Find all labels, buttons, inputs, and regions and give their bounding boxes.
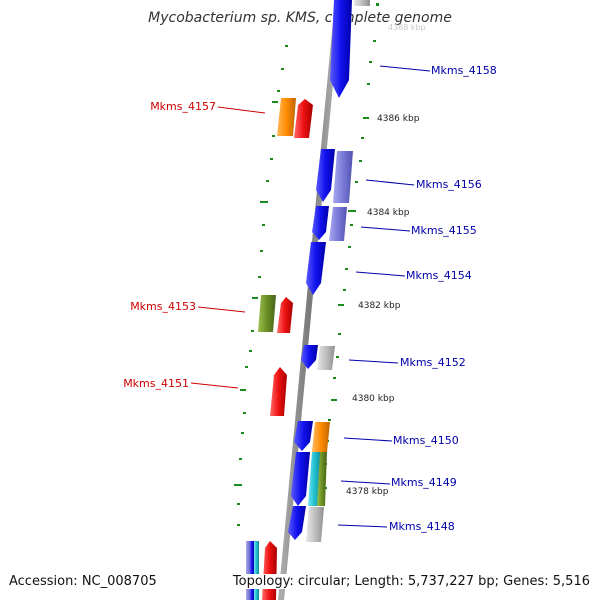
gene-label-mkms-4154[interactable]: Mkms_4154 [406, 269, 472, 282]
scale-label-4382: 4382 kbp [358, 301, 401, 311]
gene-bottom-blue [250, 541, 254, 600]
gene-bottom-red [262, 541, 277, 600]
accession-text: Accession: NC_008705 [9, 574, 157, 589]
scale-label-4380: 4380 kbp [352, 394, 395, 404]
gene-mkms-4157-red[interactable] [294, 99, 313, 138]
gene-mkms-4155-blue[interactable] [312, 206, 329, 240]
scale-label-4386: 4386 kbp [377, 114, 420, 124]
gene-label-mkms-4156[interactable]: Mkms_4156 [416, 178, 482, 191]
gene-label-mkms-4158[interactable]: Mkms_4158 [431, 64, 497, 77]
gene-label-mkms-4157[interactable]: Mkms_4157 [150, 100, 216, 113]
gene-mkms-4155-lavender[interactable] [329, 207, 347, 241]
gene-mkms-4148-blue[interactable] [288, 506, 306, 540]
gene-mkms-4156-blue[interactable] [316, 149, 335, 202]
gene-bottom-lavender [246, 541, 252, 600]
gene-mkms-4149-blue[interactable] [291, 452, 310, 506]
gene-mkms-4156-lavender[interactable] [333, 151, 353, 203]
gene-mkms-4152-grey[interactable] [317, 346, 335, 370]
right-leader-lines [337, 65, 431, 528]
gene-mkms-4153-olive[interactable] [258, 295, 276, 332]
gene-label-mkms-4148[interactable]: Mkms_4148 [389, 520, 455, 533]
gene-top-grey [354, 0, 370, 6]
left-leader-lines [190, 106, 266, 389]
gene-mkms-4151[interactable] [270, 367, 287, 416]
gene-mkms-4152-blue[interactable] [301, 345, 318, 369]
gene-mkms-4157-orange[interactable] [277, 98, 296, 136]
gene-label-mkms-4152[interactable]: Mkms_4152 [400, 356, 466, 369]
gene-mkms-4149-olive[interactable] [317, 452, 327, 506]
gene-label-mkms-4155[interactable]: Mkms_4155 [411, 224, 477, 237]
gene-label-mkms-4153[interactable]: Mkms_4153 [130, 300, 196, 313]
gene-mkms-4148-grey[interactable] [306, 507, 324, 542]
gene-mkms-4153-red[interactable] [277, 297, 293, 333]
gene-bottom-cyan [254, 541, 259, 600]
gene-label-mkms-4149[interactable]: Mkms_4149 [391, 476, 457, 489]
scale-label-faded: 4388 kbp [388, 23, 426, 32]
gene-mkms-4150-orange[interactable] [312, 422, 330, 452]
gene-label-mkms-4151[interactable]: Mkms_4151 [123, 377, 189, 390]
scale-label-4384: 4384 kbp [367, 208, 410, 218]
gene-mkms-4150-blue[interactable] [294, 421, 313, 451]
page-title: Mycobacterium sp. KMS, complete genome [148, 10, 452, 26]
gene-mkms-4154[interactable] [306, 242, 326, 295]
topology-text: Topology: circular; Length: 5,737,227 bp… [228, 574, 590, 589]
scale-labels: 4386 kbp 4384 kbp 4382 kbp 4380 kbp 4378… [346, 114, 420, 497]
gene-label-mkms-4150[interactable]: Mkms_4150 [393, 434, 459, 447]
scale-label-4378: 4378 kbp [346, 487, 389, 497]
gene-mkms-4158[interactable] [330, 0, 352, 98]
